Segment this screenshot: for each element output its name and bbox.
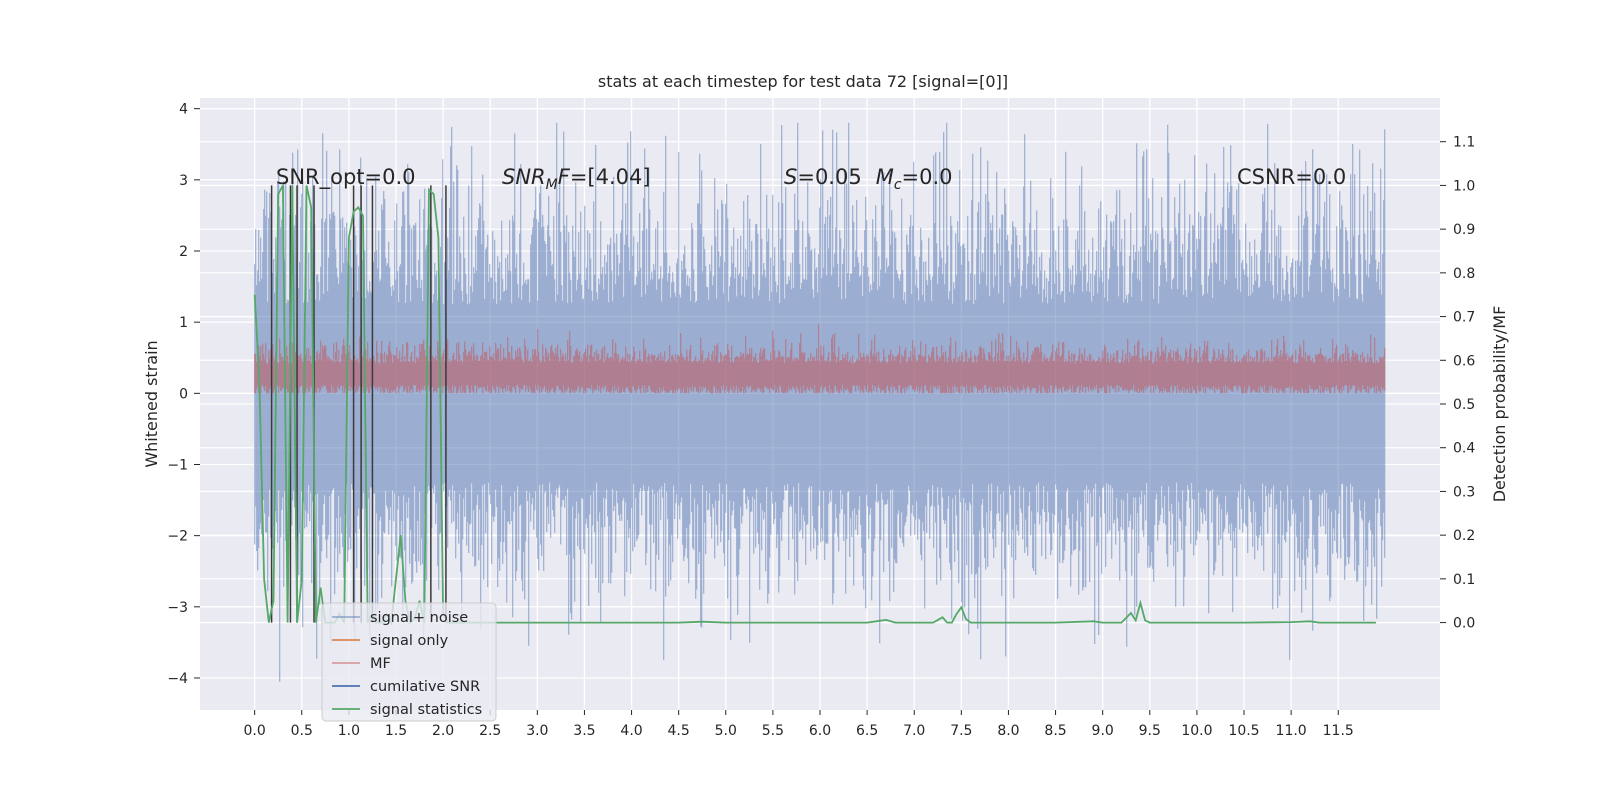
legend-entry: cumilative SNR — [370, 679, 480, 695]
mf-series — [254, 323, 1386, 394]
y-tick-label: 3 — [179, 173, 188, 189]
y-right-tick-label: 0.2 — [1453, 528, 1475, 544]
ticks: 0.0 0.5 1.0 1.5 2.0 2.5 3.0 3.5 4.0 4.5 5.0 5.5 6.0 6… — [167, 102, 1475, 739]
x-tick-label: 11.5 — [1323, 723, 1354, 739]
x-tick-label: 9.5 — [1139, 723, 1161, 739]
x-tick-label: 6.0 — [809, 723, 831, 739]
legend-entry: signal+ noise — [370, 610, 468, 626]
y-right-tick-label: 0.8 — [1453, 266, 1475, 282]
legend-entry: MF — [370, 656, 391, 672]
y-right-tick-label: 1.0 — [1453, 178, 1475, 194]
x-tick-label: 2.0 — [432, 723, 454, 739]
y-tick-label: −1 — [167, 457, 188, 473]
y-right-tick-label: 0.5 — [1453, 397, 1475, 413]
legend-entry: signal only — [370, 633, 449, 649]
y-right-tick-label: 0.7 — [1453, 310, 1475, 326]
x-tick-label: 1.0 — [338, 723, 360, 739]
annotations: SNR_opt=0.0 SNRMF=[4.04] S=0.05 Mc=0.0 CSNR=… — [276, 165, 1346, 193]
x-tick-label: 0.0 — [244, 723, 266, 739]
x-tick-label: 7.5 — [950, 723, 972, 739]
annotation-snr-opt: SNR_opt=0.0 — [276, 165, 416, 190]
chart-title: stats at each timestep for test data 72 … — [598, 72, 1008, 91]
y-tick-label: −3 — [167, 600, 188, 616]
y-axis-label: Whitened strain — [142, 340, 161, 467]
x-tick-label: 8.0 — [997, 723, 1019, 739]
x-tick-label: 9.0 — [1092, 723, 1114, 739]
legend-box — [321, 602, 497, 722]
y-right-tick-label: 1.1 — [1453, 135, 1475, 151]
y-tick-label: −2 — [167, 529, 188, 545]
y-right-tick-label: 0.0 — [1453, 616, 1475, 632]
y-right-tick-label: 0.6 — [1453, 353, 1475, 369]
x-tick-label: 8.5 — [1044, 723, 1066, 739]
x-tick-label: 10.5 — [1228, 723, 1259, 739]
y-right-tick-label: 0.3 — [1453, 484, 1475, 500]
x-tick-label: 5.5 — [762, 723, 784, 739]
x-tick-label: 3.0 — [526, 723, 548, 739]
x-tick-label: 3.5 — [573, 723, 595, 739]
y-right-tick-label: 0.1 — [1453, 572, 1475, 588]
y-right-tick-label: 0.9 — [1453, 222, 1475, 238]
y-tick-label: 4 — [179, 102, 188, 118]
x-tick-label: 4.5 — [668, 723, 690, 739]
x-tick-label: 6.5 — [856, 723, 878, 739]
x-tick-label: 1.5 — [385, 723, 407, 739]
legend: signal+ noise signal only MF cumilative SNR… — [321, 602, 497, 722]
y-axis-label-right: Detection probability/MF — [1490, 306, 1509, 503]
x-tick-label: 10.0 — [1181, 723, 1212, 739]
y-tick-label: 0 — [179, 386, 188, 402]
x-tick-label: 11.0 — [1276, 723, 1307, 739]
annotation-csnr: CSNR=0.0 — [1237, 165, 1346, 189]
y-tick-label: −4 — [167, 671, 188, 687]
y-tick-label: 1 — [179, 315, 188, 331]
x-tick-label: 7.0 — [903, 723, 925, 739]
mf-line — [254, 323, 1386, 394]
annotation-snr-mf: SNRMF=[4.04] — [502, 165, 651, 193]
y-tick-label: 2 — [179, 244, 188, 260]
x-tick-label: 4.0 — [620, 723, 642, 739]
x-tick-label: 2.5 — [479, 723, 501, 739]
x-tick-label: 0.5 — [291, 723, 313, 739]
annotation-s-mc: S=0.05 Mc=0.0 — [784, 165, 953, 193]
x-tick-label: 5.0 — [715, 723, 737, 739]
legend-entry: signal statistics — [370, 702, 482, 718]
y-right-tick-label: 0.4 — [1453, 441, 1475, 457]
